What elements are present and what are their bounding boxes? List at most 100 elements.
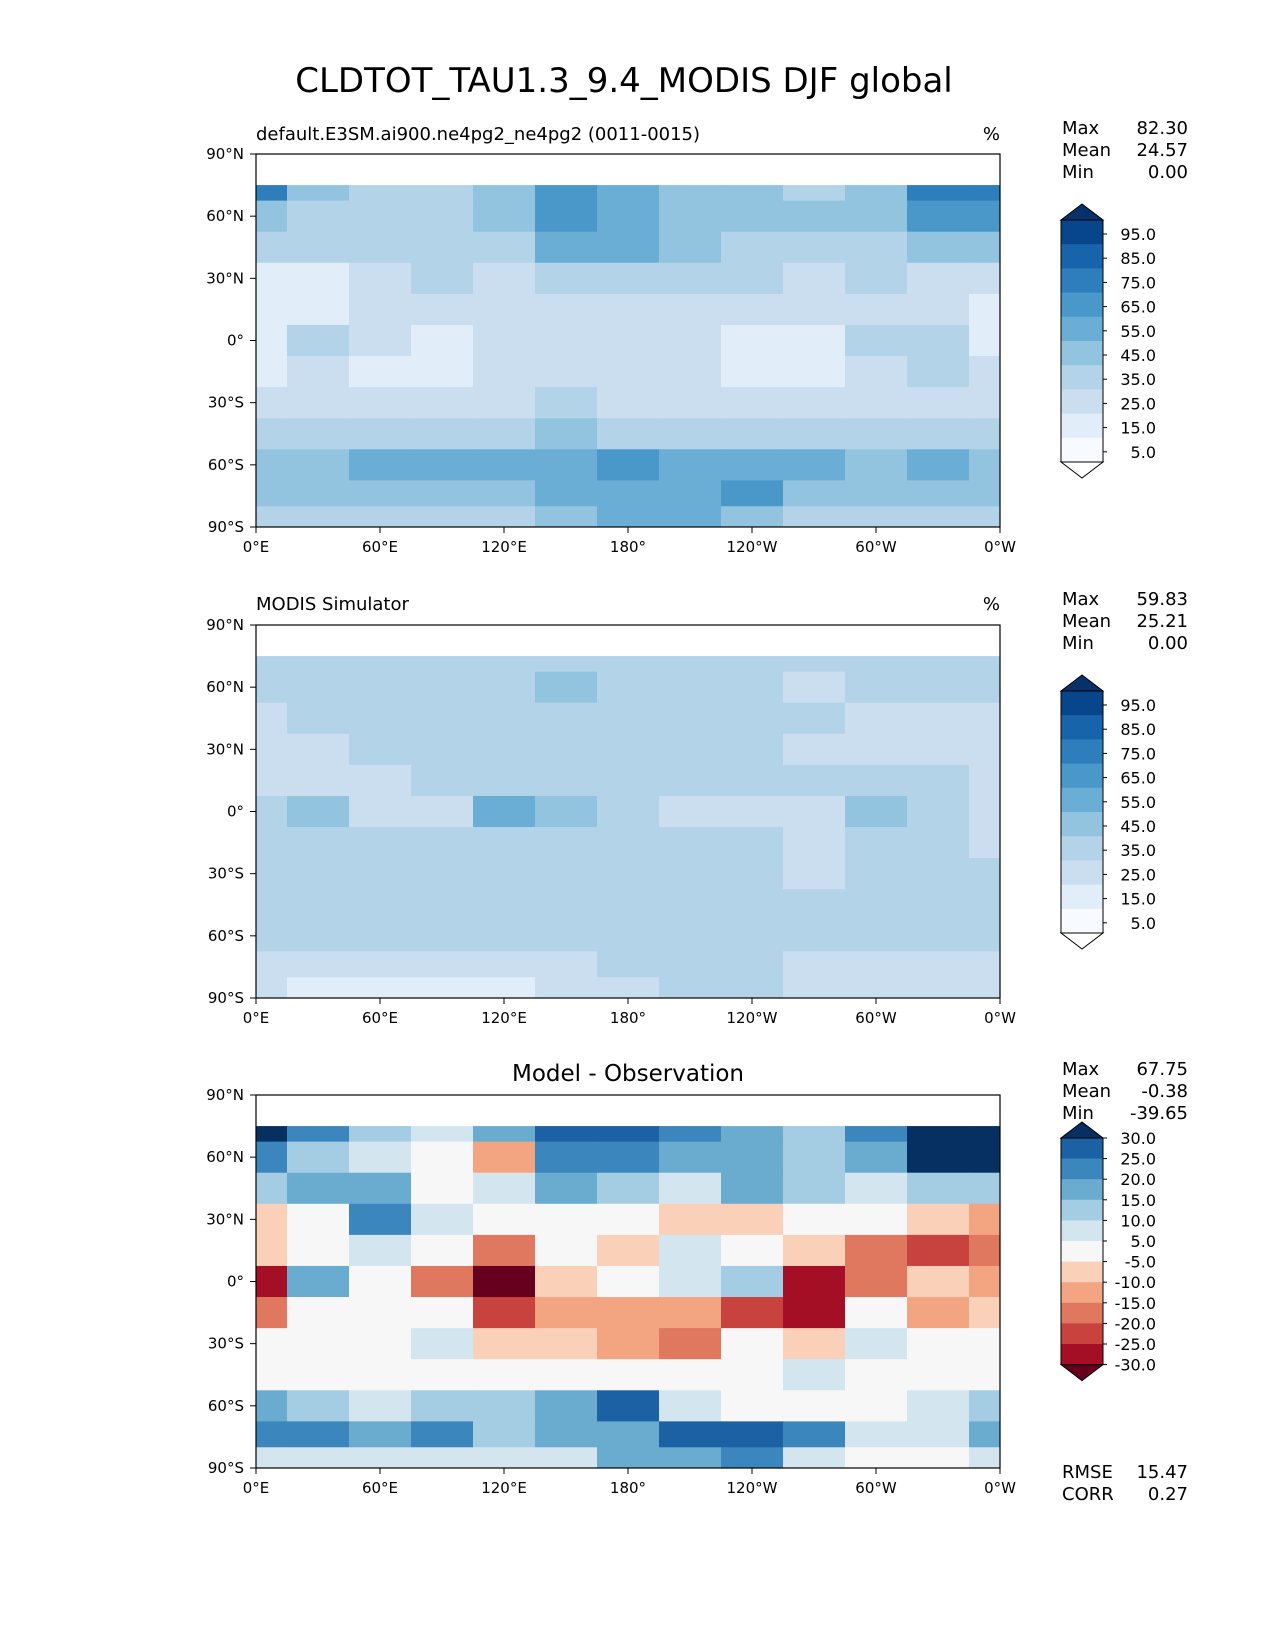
colorbar-segment	[1061, 1241, 1103, 1263]
stat-label: Mean	[1062, 1081, 1111, 1102]
colorbar-segment	[1061, 1344, 1103, 1366]
panel-top-cell	[256, 480, 288, 507]
panel-middle-cell	[473, 671, 536, 704]
panel-top-cell	[473, 324, 536, 357]
panel-bottom-cell	[256, 1390, 288, 1422]
panel-middle-cell	[349, 889, 412, 921]
panel-top-cell	[783, 480, 846, 507]
panel-middle-cell	[473, 920, 536, 952]
panel-top-cell	[969, 262, 1000, 295]
panel-top-cell	[907, 262, 970, 295]
panel-top-cell	[349, 387, 412, 419]
panel-top-cell	[256, 418, 288, 450]
panel-bottom-cell	[349, 1328, 412, 1360]
panel-middle-cell	[597, 858, 660, 890]
panel-top-cell	[783, 200, 846, 233]
panel-middle-cell	[969, 733, 1000, 766]
colorbar-segment	[1061, 691, 1103, 716]
panel-bottom-cell	[473, 1265, 536, 1298]
panel-top-cell	[907, 185, 970, 202]
panel-middle: MODIS Simulator % 0°E 60°E 120°E 180° 120°W 6…	[206, 589, 1188, 1027]
panel-bottom-cell	[349, 1421, 412, 1448]
panel-bottom-cell	[287, 1297, 350, 1329]
panel-middle-cell	[256, 827, 288, 859]
colorbar-segment	[1061, 1282, 1103, 1304]
panel-middle-cell	[287, 889, 350, 921]
panel-middle-cell	[659, 795, 722, 828]
panel-bottom-cell	[597, 1297, 660, 1329]
panel-bottom-cell	[907, 1359, 970, 1391]
panel-top-cell	[287, 506, 350, 527]
colorbar-label: 5.0	[1131, 443, 1156, 462]
colorbar-segment	[1061, 908, 1103, 934]
panel-bottom-center-title: Model - Observation	[512, 1061, 744, 1087]
panel-bottom-cell	[473, 1141, 536, 1174]
colorbar-label: 25.0	[1120, 394, 1156, 413]
panel-bottom-cell	[659, 1126, 722, 1143]
stat-value: 0.00	[1148, 633, 1188, 654]
panel-top-cell	[349, 293, 412, 326]
panel-middle-cell	[411, 702, 474, 735]
panel-top-cell	[845, 356, 908, 388]
panel-bottom-cell	[256, 1328, 288, 1360]
panel-middle-cell	[535, 764, 598, 797]
panel-top-cell	[411, 480, 474, 507]
panel-bottom-cell	[349, 1297, 412, 1329]
colorbar-extend-top	[1059, 1121, 1105, 1139]
panel-top-cell	[411, 324, 474, 357]
panel-bottom-cell	[411, 1265, 474, 1298]
y-tick-label: 30°N	[206, 740, 244, 758]
panel-bottom-cell	[659, 1421, 722, 1448]
colorbar-segment	[1061, 1179, 1103, 1201]
y-tick-label: 0°	[227, 1273, 244, 1291]
panel-top-cell	[535, 387, 598, 419]
x-tick-label: 60°W	[855, 1009, 897, 1027]
panel-bottom-cell	[411, 1297, 474, 1329]
panel-middle-cell	[256, 951, 288, 978]
panel-top-cell	[783, 387, 846, 419]
panel-top-cell	[659, 324, 722, 357]
panel-top-cell	[256, 262, 288, 295]
panel-bottom-cell	[535, 1141, 598, 1174]
colorbar-extend-top	[1059, 203, 1105, 221]
panel-middle-cell	[969, 920, 1000, 952]
stat-value: 67.75	[1136, 1059, 1188, 1080]
panel-bottom-cell	[287, 1447, 350, 1468]
x-tick-label: 60°W	[855, 538, 897, 556]
panel-top-cell	[969, 387, 1000, 419]
panel-bottom-cell	[907, 1447, 970, 1468]
colorbar-label: -30.0	[1115, 1356, 1156, 1375]
panel-bottom-cell	[287, 1328, 350, 1360]
panel-middle-cell	[535, 920, 598, 952]
panel-top-cell	[411, 387, 474, 419]
panel-top-cell	[349, 449, 412, 481]
panel-bottom-cell	[256, 1141, 288, 1174]
panel-top-cell	[473, 185, 536, 202]
panel-middle-cell	[659, 656, 722, 673]
panel-bottom-cell	[256, 1265, 288, 1298]
panel-bottom-cell	[411, 1390, 474, 1422]
colorbar-segment	[1061, 1323, 1103, 1345]
colorbar-frame	[1060, 1137, 1104, 1366]
panel-middle-cell	[659, 858, 722, 890]
panel-top-cell	[256, 200, 288, 233]
panel-top-cell	[597, 387, 660, 419]
panel-middle-cell	[721, 656, 784, 673]
colorbar-segment	[1061, 365, 1103, 390]
panel-top-cell	[721, 293, 784, 326]
panel-middle-cell	[473, 795, 536, 828]
panel-middle-cell	[721, 733, 784, 766]
panel-middle-cell	[535, 827, 598, 859]
panel-top-cell	[659, 387, 722, 419]
stat-value: -0.38	[1141, 1081, 1188, 1102]
panel-middle-cell	[659, 671, 722, 704]
panel-top-cell	[535, 324, 598, 357]
panel-top-cell	[721, 480, 784, 507]
colorbar-segment	[1061, 1302, 1103, 1324]
x-tick-label: 0°W	[984, 538, 1016, 556]
panel-bottom-cell	[659, 1141, 722, 1174]
y-tick-label: 90°S	[208, 518, 244, 536]
colorbar-label: -25.0	[1115, 1335, 1156, 1354]
panel-middle-left-title: MODIS Simulator	[256, 594, 409, 615]
panel-middle-cell	[256, 656, 288, 673]
